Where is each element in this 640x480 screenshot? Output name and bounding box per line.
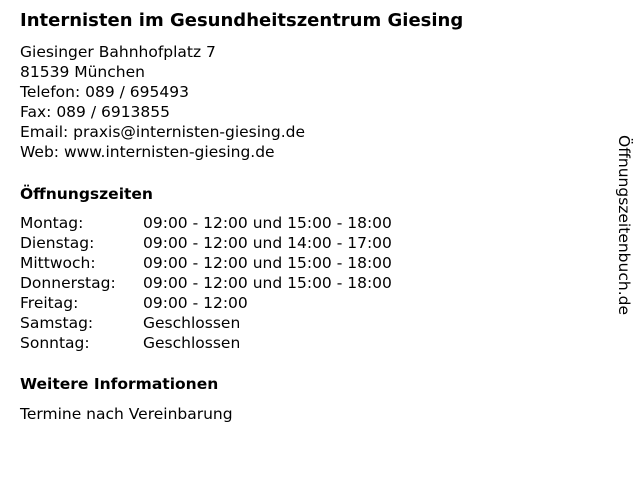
time-value: Geschlossen — [143, 334, 241, 352]
time-value: 09:00 - 12:00 und 14:00 - 17:00 — [143, 234, 392, 252]
time-value: Geschlossen — [143, 314, 241, 332]
hours-row: Dienstag: 09:00 - 12:00 und 14:00 - 17:00 — [20, 233, 460, 253]
hours-row: Samstag: Geschlossen — [20, 313, 460, 333]
hours-row: Mittwoch: 09:00 - 12:00 und 15:00 - 18:00 — [20, 253, 460, 273]
day-label: Sonntag: — [20, 334, 90, 352]
day-label: Freitag: — [20, 294, 79, 312]
opening-hours-table: Montag: 09:00 - 12:00 und 15:00 - 18:00 Di… — [20, 213, 460, 353]
day-label: Montag: — [20, 214, 84, 232]
address-block: Giesinger Bahnhofplatz 7 81539 München T… — [20, 42, 305, 162]
time-value: 09:00 - 12:00 — [143, 294, 248, 312]
hours-row: Freitag: 09:00 - 12:00 — [20, 293, 460, 313]
time-value: 09:00 - 12:00 und 15:00 - 18:00 — [143, 214, 392, 232]
hours-heading: Öffnungszeiten — [20, 185, 153, 203]
day-label: Mittwoch: — [20, 254, 96, 272]
day-label: Samstag: — [20, 314, 94, 332]
time-value: 09:00 - 12:00 und 15:00 - 18:00 — [143, 274, 392, 292]
page-title: Internisten im Gesundheitszentrum Giesin… — [20, 10, 464, 31]
info-text: Termine nach Vereinbarung — [20, 405, 233, 423]
day-label: Dienstag: — [20, 234, 95, 252]
website: Web: www.internisten-giesing.de — [20, 143, 275, 161]
city: 81539 München — [20, 63, 145, 81]
phone: Telefon: 089 / 695493 — [20, 83, 189, 101]
hours-row: Sonntag: Geschlossen — [20, 333, 460, 353]
hours-row: Montag: 09:00 - 12:00 und 15:00 - 18:00 — [20, 213, 460, 233]
street: Giesinger Bahnhofplatz 7 — [20, 43, 216, 61]
time-value: 09:00 - 12:00 und 15:00 - 18:00 — [143, 254, 392, 272]
day-label: Donnerstag: — [20, 274, 116, 292]
hours-row: Donnerstag: 09:00 - 12:00 und 15:00 - 18:… — [20, 273, 460, 293]
info-heading: Weitere Informationen — [20, 375, 219, 393]
fax: Fax: 089 / 6913855 — [20, 103, 171, 121]
side-watermark: Öffnungszeitenbuch.de — [615, 135, 633, 315]
email: Email: praxis@internisten-giesing.de — [20, 123, 306, 141]
